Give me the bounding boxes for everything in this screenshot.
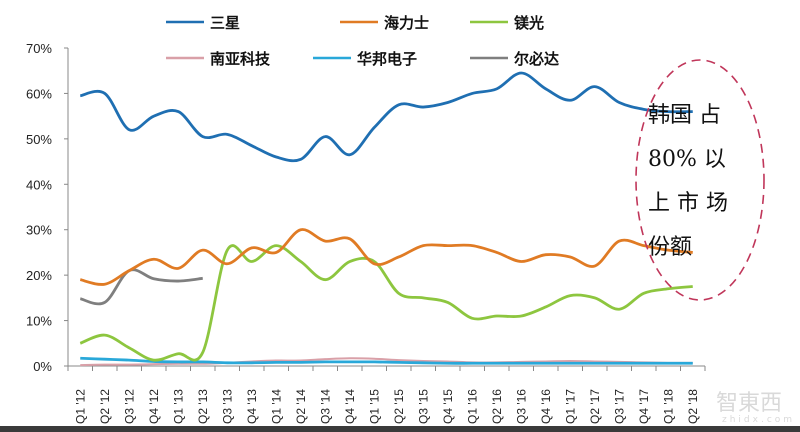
x-tick-label: Q3 '13 (220, 389, 234, 424)
series-line-0 (79, 71, 693, 163)
y-tick-label: 50% (26, 132, 52, 147)
x-tick-label: Q4 '12 (147, 389, 161, 424)
x-axis-ticks: Q1 '12 Q2 '12 Q3 '12 Q4 '12 Q1 '13 Q2 '13 Q3 '… (67, 366, 706, 424)
x-tick-label: Q2 '18 (686, 389, 700, 424)
bottom-band (0, 426, 800, 432)
annotation-line-4: 份额 (648, 235, 692, 260)
x-tick-label: Q2 '17 (588, 389, 602, 424)
annotation: 韩国 占 80% 以 上 市 场 份额 (635, 59, 765, 301)
legend-label: 华邦电子 (357, 50, 417, 68)
watermark-url: zhidx.com (722, 415, 795, 425)
x-tick-label: Q2 '16 (490, 389, 504, 424)
x-tick-label: Q1 '12 (73, 389, 87, 424)
series-line-2 (79, 244, 693, 362)
annotation-dashed-ellipse (635, 59, 765, 301)
annotation-line-2: 80% 以 (648, 147, 726, 172)
x-tick-label: Q3 '14 (318, 389, 332, 424)
y-tick-label: 40% (26, 177, 52, 192)
watermark-logo: 智東西 (716, 391, 782, 416)
x-tick-label: Q1 '14 (269, 389, 283, 424)
x-tick-label: Q4 '16 (539, 389, 553, 424)
legend-label: 镁光 (514, 14, 544, 32)
x-tick-label: Q1 '16 (465, 389, 479, 424)
x-tick-label: Q2 '13 (196, 389, 210, 424)
y-axis-ticks: 0% 10% 20% 30% 40% 50% 60% 70% (26, 41, 68, 374)
annotation-line-3: 上 市 场 (648, 191, 728, 216)
y-tick-label: 20% (26, 268, 52, 283)
y-tick-label: 0% (33, 359, 52, 374)
x-tick-label: Q3 '17 (612, 389, 626, 424)
legend-label: 南亚科技 (210, 50, 271, 68)
y-tick-label: 60% (26, 86, 52, 101)
x-tick-label: Q1 '18 (661, 389, 675, 424)
x-tick-label: Q4 '15 (441, 389, 455, 424)
x-tick-label: Q4 '13 (245, 389, 259, 424)
x-tick-label: Q3 '16 (514, 389, 528, 424)
x-tick-label: Q2 '15 (392, 389, 406, 424)
x-tick-label: Q1 '13 (171, 389, 185, 424)
x-tick-label: Q1 '15 (367, 389, 381, 424)
x-tick-label: Q4 '14 (343, 389, 357, 424)
watermark: 智東西 zhidx.com (716, 391, 795, 425)
series-line-4 (80, 356, 693, 365)
annotation-line-1: 韩国 占 (648, 103, 721, 128)
legend-label: 三星 (210, 14, 240, 32)
x-tick-label: Q3 '12 (122, 389, 136, 424)
y-tick-label: 10% (26, 314, 52, 329)
x-tick-label: Q4 '17 (637, 389, 651, 424)
series-line-3 (80, 357, 693, 367)
legend-label: 海力士 (384, 14, 429, 32)
x-tick-label: Q3 '15 (416, 389, 430, 424)
legend-label: 尔必达 (514, 50, 559, 68)
series-line-1 (79, 228, 693, 286)
x-tick-label: Q2 '14 (294, 389, 308, 424)
x-tick-label: Q1 '17 (563, 389, 577, 424)
x-tick-label: Q2 '12 (98, 389, 112, 424)
y-tick-label: 70% (26, 41, 52, 56)
y-tick-label: 30% (26, 223, 52, 238)
series-lines (79, 71, 693, 367)
series-line-5 (79, 268, 203, 306)
